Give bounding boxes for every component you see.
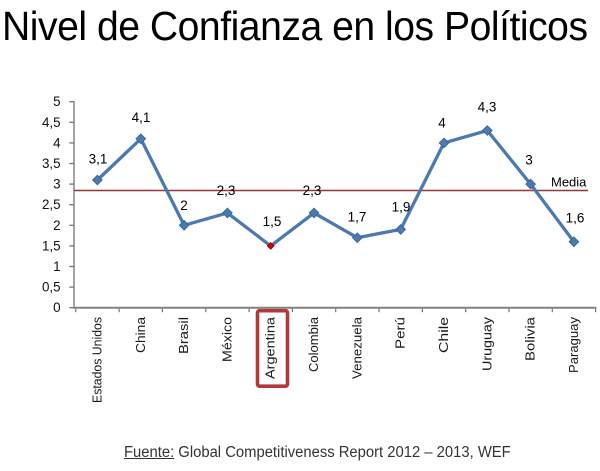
svg-text:Venezuela: Venezuela bbox=[349, 316, 364, 379]
svg-text:4,1: 4,1 bbox=[132, 110, 151, 125]
svg-text:4: 4 bbox=[53, 135, 61, 150]
svg-text:China: China bbox=[133, 316, 148, 353]
svg-text:1,5: 1,5 bbox=[42, 238, 61, 253]
svg-text:3: 3 bbox=[525, 152, 533, 167]
svg-text:5: 5 bbox=[53, 94, 60, 109]
svg-text:1,9: 1,9 bbox=[392, 200, 411, 215]
svg-text:2: 2 bbox=[53, 218, 60, 233]
svg-text:0: 0 bbox=[53, 300, 60, 315]
svg-text:Chile: Chile bbox=[436, 317, 451, 353]
svg-text:1: 1 bbox=[53, 259, 60, 274]
svg-text:1,7: 1,7 bbox=[348, 210, 367, 225]
svg-text:3,5: 3,5 bbox=[42, 156, 61, 171]
svg-text:4,5: 4,5 bbox=[42, 115, 61, 130]
svg-text:0,5: 0,5 bbox=[42, 280, 61, 295]
svg-text:4,3: 4,3 bbox=[478, 100, 497, 115]
svg-text:3,1: 3,1 bbox=[89, 152, 108, 167]
svg-text:Argentina: Argentina bbox=[263, 316, 278, 379]
svg-text:Colombia: Colombia bbox=[306, 316, 321, 372]
svg-text:Estados Unidos: Estados Unidos bbox=[90, 317, 105, 403]
svg-text:Uruguay: Uruguay bbox=[479, 316, 494, 371]
svg-text:México: México bbox=[219, 317, 234, 362]
svg-text:1,5: 1,5 bbox=[263, 214, 282, 229]
svg-text:2,3: 2,3 bbox=[303, 183, 322, 198]
svg-text:Media: Media bbox=[551, 175, 587, 190]
svg-text:2: 2 bbox=[180, 198, 188, 213]
svg-text:Paraguay: Paraguay bbox=[566, 317, 581, 373]
svg-text:Bolivia: Bolivia bbox=[523, 316, 538, 361]
svg-text:3: 3 bbox=[53, 177, 60, 192]
svg-text:2,5: 2,5 bbox=[42, 197, 61, 212]
svg-text:Perú: Perú bbox=[393, 317, 408, 349]
svg-text:1,6: 1,6 bbox=[566, 211, 585, 226]
svg-text:4: 4 bbox=[438, 115, 446, 130]
svg-text:Brasil: Brasil bbox=[176, 317, 191, 354]
svg-text:2,3: 2,3 bbox=[217, 183, 236, 198]
